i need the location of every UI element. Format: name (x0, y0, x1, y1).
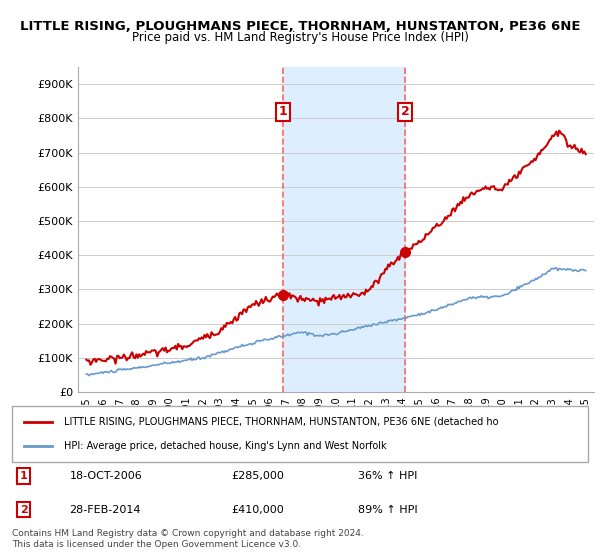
Text: 36% ↑ HPI: 36% ↑ HPI (358, 471, 417, 481)
Text: 28-FEB-2014: 28-FEB-2014 (70, 505, 141, 515)
FancyBboxPatch shape (12, 406, 588, 462)
Text: LITTLE RISING, PLOUGHMANS PIECE, THORNHAM, HUNSTANTON, PE36 6NE: LITTLE RISING, PLOUGHMANS PIECE, THORNHA… (20, 20, 580, 32)
Bar (283, 67, 405, 392)
Text: LITTLE RISING, PLOUGHMANS PIECE, THORNHAM, HUNSTANTON, PE36 6NE (detached ho: LITTLE RISING, PLOUGHMANS PIECE, THORNHA… (64, 417, 499, 427)
Text: Price paid vs. HM Land Registry's House Price Index (HPI): Price paid vs. HM Land Registry's House … (131, 31, 469, 44)
Text: £285,000: £285,000 (231, 471, 284, 481)
Text: 1: 1 (278, 105, 287, 118)
Text: 18-OCT-2006: 18-OCT-2006 (70, 471, 142, 481)
Text: 89% ↑ HPI: 89% ↑ HPI (358, 505, 417, 515)
Text: 2: 2 (401, 105, 409, 118)
Text: HPI: Average price, detached house, King's Lynn and West Norfolk: HPI: Average price, detached house, King… (64, 441, 386, 451)
Text: 2: 2 (20, 505, 28, 515)
Text: £410,000: £410,000 (231, 505, 284, 515)
Text: 1: 1 (20, 471, 28, 481)
Text: Contains HM Land Registry data © Crown copyright and database right 2024.
This d: Contains HM Land Registry data © Crown c… (12, 529, 364, 549)
